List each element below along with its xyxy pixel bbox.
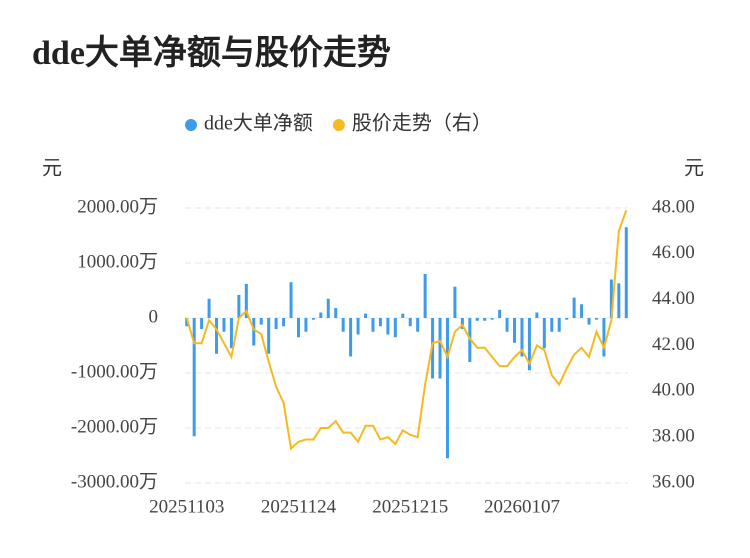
bar [393, 318, 397, 338]
legend-marker [332, 119, 345, 131]
y2-tick-label: 44.00 [652, 288, 695, 309]
bar [311, 318, 315, 320]
bar [587, 318, 591, 325]
bar [520, 318, 524, 357]
y-tick-label: 1000.00万 [77, 251, 158, 272]
bar [609, 279, 613, 318]
bar [296, 318, 300, 338]
bar [259, 318, 263, 325]
bar [460, 318, 464, 329]
x-tick-label: 20251215 [372, 496, 448, 517]
bar [602, 318, 606, 357]
y2-axis-label: 元 [684, 158, 704, 180]
y-tick-label: 0 [149, 306, 159, 327]
bar [490, 318, 494, 320]
bar [244, 283, 248, 318]
y-tick-label: -1000.00万 [71, 361, 158, 382]
bar [326, 298, 330, 318]
bar [416, 318, 420, 332]
bar [237, 294, 241, 318]
x-tick-label: 20260107 [484, 496, 560, 517]
bar [453, 286, 457, 318]
bar [274, 318, 278, 329]
bar [557, 318, 561, 332]
legend-marker [185, 119, 197, 131]
bar [222, 318, 226, 332]
bar [475, 318, 479, 321]
y2-tick-label: 46.00 [652, 242, 695, 263]
bar [364, 313, 368, 318]
bar [386, 318, 390, 335]
y-tick-label: -2000.00万 [71, 416, 158, 437]
bar [349, 318, 353, 357]
bar [282, 318, 286, 327]
bar [617, 283, 621, 318]
bar [580, 304, 584, 318]
bar [341, 318, 345, 332]
bar [483, 318, 487, 321]
bar [378, 318, 382, 327]
bar [498, 309, 502, 318]
y2-tick-label: 38.00 [652, 426, 695, 447]
chart-title: dde大单净额与股价走势 [32, 34, 391, 72]
y2-tick-label: 36.00 [652, 471, 695, 492]
bar [572, 297, 576, 318]
bar [356, 318, 360, 335]
bar [513, 318, 517, 343]
y2-tick-label: 48.00 [652, 196, 695, 217]
bar [535, 312, 539, 318]
bar [550, 318, 554, 332]
bar [289, 282, 293, 318]
bar [445, 318, 449, 459]
bar [252, 318, 256, 346]
legend-label: 股价走势（右） [352, 112, 492, 135]
bar [438, 318, 442, 379]
legend-label: dde大单净额 [204, 112, 313, 135]
bar [229, 318, 233, 349]
x-tick-label: 20251103 [149, 496, 224, 517]
bar [408, 318, 412, 327]
bar [527, 318, 531, 371]
y-tick-label: 2000.00万 [77, 196, 158, 217]
bar [542, 318, 546, 349]
bar [594, 318, 598, 320]
bar [304, 318, 308, 332]
x-tick-label: 20251124 [261, 496, 337, 517]
bar [423, 274, 427, 318]
bar [192, 318, 196, 437]
bar [505, 318, 509, 332]
bar [565, 318, 569, 320]
bar [371, 318, 375, 332]
bar [624, 227, 628, 318]
bar [185, 318, 189, 327]
bar [319, 312, 323, 318]
y-tick-label: -3000.00万 [71, 471, 158, 492]
y-axis-label: 元 [42, 158, 62, 180]
y2-tick-label: 42.00 [652, 334, 695, 355]
bar [207, 298, 211, 318]
bar [334, 308, 338, 318]
bar [267, 318, 271, 354]
bar [200, 318, 204, 329]
bar [401, 313, 405, 318]
bar [215, 318, 219, 354]
price-line [185, 209, 628, 451]
y2-tick-label: 40.00 [652, 380, 695, 401]
